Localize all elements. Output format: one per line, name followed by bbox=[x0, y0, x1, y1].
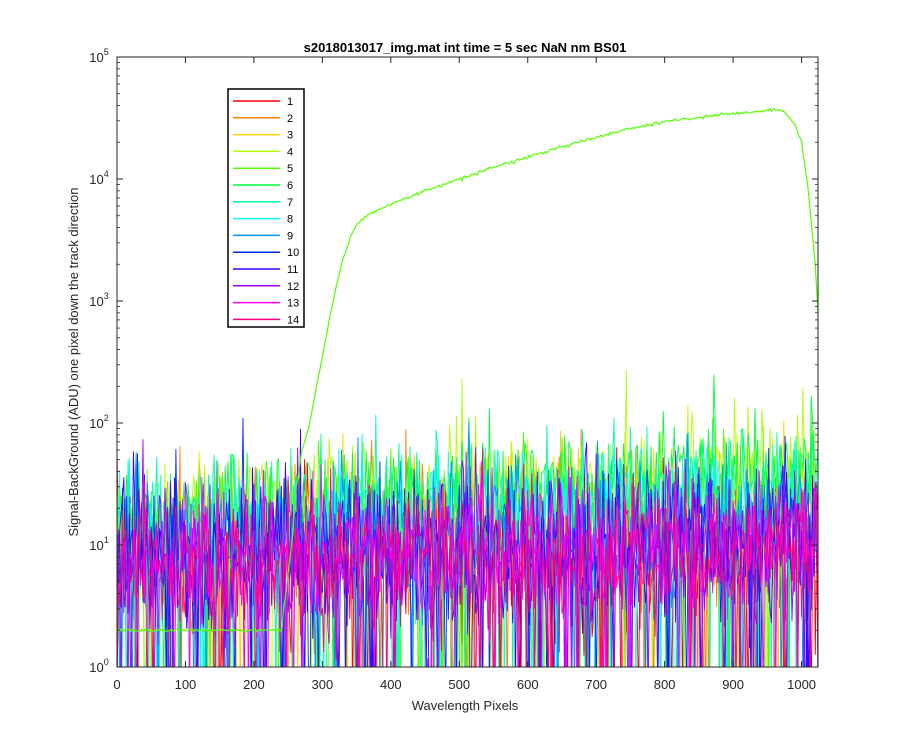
legend-box bbox=[227, 88, 305, 328]
x-tick-label: 600 bbox=[517, 677, 539, 692]
series-line-5-signal bbox=[117, 107, 818, 634]
noise-series-group bbox=[117, 369, 818, 667]
x-tick-label: 300 bbox=[312, 677, 334, 692]
bright-series-group bbox=[117, 107, 818, 634]
legend-label-8: 8 bbox=[287, 214, 293, 226]
legend-label-5: 5 bbox=[287, 163, 293, 175]
x-tick-label: 400 bbox=[380, 677, 402, 692]
plot-frame bbox=[116, 56, 819, 668]
x-tick-label: 500 bbox=[448, 677, 470, 692]
legend-label-13: 13 bbox=[287, 298, 299, 310]
chart-title: s2018013017_img.mat int time = 5 sec NaN… bbox=[304, 40, 627, 55]
y-axis-label: Signal-BackGround (ADU) one pixel down t… bbox=[66, 187, 81, 536]
legend-label-11: 11 bbox=[287, 264, 298, 276]
x-tick-label: 0 bbox=[113, 677, 120, 692]
legend-label-9: 9 bbox=[287, 230, 293, 242]
legend-label-14: 14 bbox=[287, 314, 299, 326]
x-tick-label: 800 bbox=[654, 677, 676, 692]
legend-label-7: 7 bbox=[287, 197, 293, 209]
x-tick-label: 1000 bbox=[787, 677, 816, 692]
legend-label-6: 6 bbox=[287, 180, 293, 192]
legend-label-4: 4 bbox=[287, 146, 293, 158]
x-tick-label: 100 bbox=[175, 677, 197, 692]
series-line-14 bbox=[117, 448, 818, 667]
series-line-13 bbox=[117, 461, 818, 667]
x-axis-label: Wavelength Pixels bbox=[412, 698, 519, 713]
x-tick-label: 700 bbox=[585, 677, 607, 692]
x-tick-label: 900 bbox=[722, 677, 744, 692]
legend-label-2: 2 bbox=[287, 113, 293, 125]
legend-label-3: 3 bbox=[287, 130, 293, 142]
x-axis: 0 100 200 300 400 500 600 700 800 900 1000 bbox=[113, 57, 816, 692]
legend-label-10: 10 bbox=[287, 247, 299, 259]
x-tick-label: 200 bbox=[243, 677, 265, 692]
legend-label-1: 1 bbox=[287, 96, 293, 108]
legend-label-12: 12 bbox=[287, 281, 299, 293]
